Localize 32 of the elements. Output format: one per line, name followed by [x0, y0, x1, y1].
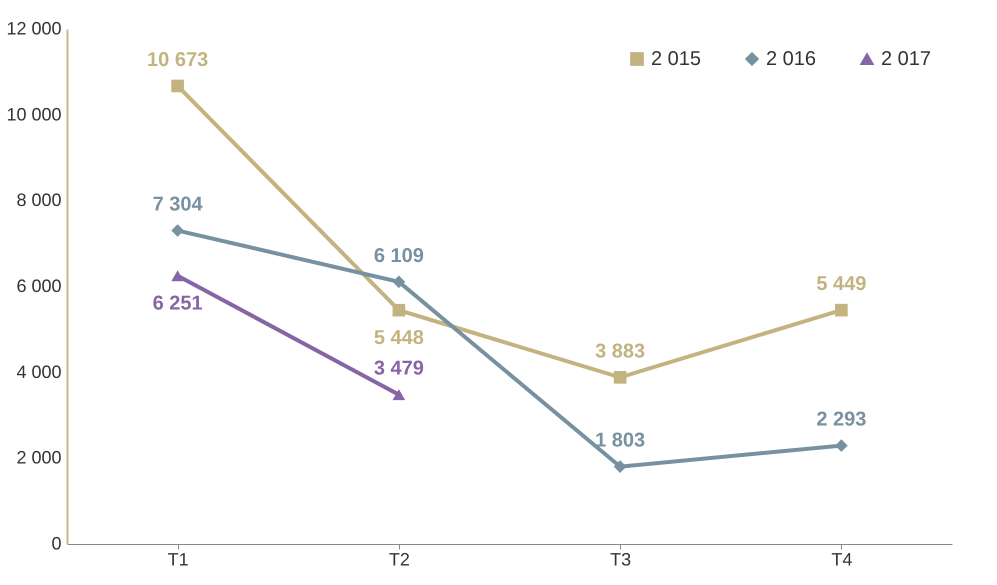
y-tick-label: 10 000 — [6, 104, 62, 124]
data-label: 6 251 — [152, 292, 203, 315]
y-tick-label: 2 000 — [16, 448, 62, 468]
x-tick-label: T4 — [831, 550, 852, 570]
legend-label: 2 015 — [651, 48, 702, 70]
y-tick-label: 12 000 — [6, 18, 62, 38]
x-tick-label: T2 — [388, 550, 410, 570]
y-tick-label: 0 — [51, 534, 62, 554]
data-label: 5 449 — [816, 273, 866, 296]
point — [614, 460, 626, 473]
data-label: 2 293 — [816, 408, 866, 431]
y-tick-label: 6 000 — [16, 276, 62, 296]
x-tick-label: T1 — [168, 550, 189, 570]
data-label: 7 304 — [152, 194, 204, 216]
point — [835, 439, 848, 452]
data-label: 6 109 — [374, 244, 424, 267]
point — [614, 371, 626, 384]
data-label: 1 803 — [595, 430, 646, 452]
y-tick-label: 4 000 — [16, 362, 62, 382]
data-label: 3 479 — [374, 358, 424, 380]
legend-label: 2 017 — [881, 48, 932, 70]
y-tick-label: 8 000 — [16, 190, 62, 210]
data-label: 10 673 — [147, 48, 208, 71]
x-tick-label: T3 — [610, 550, 632, 570]
point — [171, 80, 184, 92]
point — [392, 275, 406, 288]
data-label: 5 448 — [374, 327, 424, 350]
point — [171, 224, 184, 237]
data-label: 3 883 — [595, 340, 646, 362]
point — [392, 304, 406, 317]
point — [835, 304, 848, 316]
legend-label: 2 016 — [766, 48, 816, 70]
